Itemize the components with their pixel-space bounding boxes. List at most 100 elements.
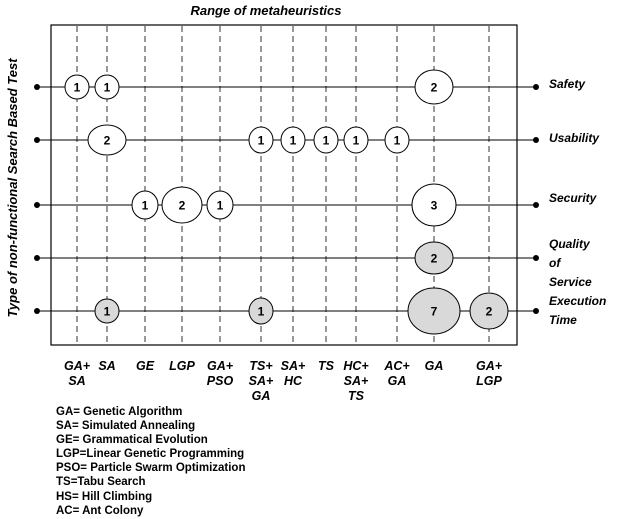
row-label-line: Execution: [549, 294, 606, 308]
category-label-line: LGP: [476, 374, 502, 388]
count-bubble: [94, 298, 120, 324]
category-label-line: TS+: [249, 359, 273, 373]
count-bubble-value: 1: [323, 133, 330, 147]
category-label-line: SA+: [281, 359, 306, 373]
legend-entry: LGP=Linear Genetic Programming: [56, 448, 245, 461]
row-label: Usability: [549, 131, 600, 145]
legend-entry: AC= Ant Colony: [56, 504, 144, 517]
count-bubble-value: 1: [74, 80, 81, 94]
row-start-dot: [34, 255, 40, 261]
category-label-line: GA: [252, 389, 271, 400]
count-bubble-value: 1: [394, 133, 401, 147]
row-label-line: Time: [549, 313, 577, 327]
row-usability: Usability 2 1 1 1 1 1: [34, 124, 600, 156]
category-label: SA: [98, 359, 115, 373]
legend-entry: GE= Grammatical Evolution: [56, 434, 208, 447]
category-label: SA+ HC: [281, 359, 306, 388]
row-end-dot: [533, 84, 539, 90]
row-label-line: Quality: [549, 237, 591, 251]
category-label-line: GA: [388, 374, 407, 388]
count-bubble: [131, 190, 159, 220]
category-label: GA+ SA: [64, 359, 91, 388]
count-bubble-value: 2: [179, 198, 186, 212]
category-label-line: GE: [136, 359, 155, 373]
count-bubble-value: 2: [486, 304, 493, 318]
count-bubble-value: 7: [431, 304, 438, 318]
category-label: TS: [318, 359, 335, 373]
row-execution-time: Execution Time 1 1 7 2: [34, 287, 606, 335]
row-start-dot: [34, 137, 40, 143]
category-label-line: GA+: [207, 359, 234, 373]
category-label: TS+ SA+ GA: [249, 359, 274, 400]
count-bubble-value: 2: [104, 133, 111, 147]
category-label-line: HC+: [343, 359, 369, 373]
legend-entry: PSO= Particle Swarm Optimization: [56, 462, 246, 475]
row-end-dot: [533, 202, 539, 208]
count-bubble: [414, 241, 454, 275]
category-label-line: SA+: [344, 374, 369, 388]
count-bubble-value: 3: [431, 198, 438, 212]
row-end-dot: [533, 137, 539, 143]
count-bubble: [414, 69, 454, 105]
legend-entry: GA= Genetic Algorithm: [56, 406, 183, 418]
y-axis-label: Type of non-functional Search Based Test: [5, 58, 20, 318]
row-label-line: Service: [549, 275, 592, 289]
count-bubble: [407, 287, 461, 335]
row-safety: Safety 1 1 2: [34, 69, 586, 105]
count-bubble-value: 1: [353, 133, 360, 147]
row-end-dot: [533, 308, 539, 314]
category-label-line: GA+: [476, 359, 503, 373]
count-bubble-value: 2: [431, 251, 438, 265]
count-bubble: [94, 74, 120, 100]
row-label-line: Usability: [549, 131, 600, 145]
row-label: Execution Time: [549, 294, 606, 327]
category-label: GA+ PSO: [207, 359, 234, 388]
count-bubble: [64, 74, 90, 100]
row-quality-of-service: Quality of Service 2: [34, 237, 592, 289]
category-label: HC+ SA+ TS: [343, 359, 369, 400]
category-label: GA+ LGP: [476, 359, 503, 388]
category-label-line: SA: [98, 359, 115, 373]
row-label-line: Safety: [549, 77, 586, 91]
count-bubble-value: 1: [142, 198, 149, 212]
category-label: AC+ GA: [383, 359, 410, 388]
legend-entry: SA= Simulated Annealing: [56, 420, 196, 433]
row-label-line: Security: [549, 191, 598, 205]
category-label-line: SA+: [249, 374, 274, 388]
count-bubble-value: 1: [258, 133, 265, 147]
row-security: Security 1 2 1 3: [34, 183, 598, 227]
metaheuristics-bubble-diagram: Range of metaheuristics Type of non-func…: [5, 3, 606, 400]
category-label-line: GA+: [64, 359, 91, 373]
row-start-dot: [34, 202, 40, 208]
category-label: LGP: [169, 359, 195, 373]
count-bubble-value: 1: [217, 198, 224, 212]
category-label-line: LGP: [169, 359, 195, 373]
category-label: GE: [136, 359, 155, 373]
abbreviation-legend: GA= Genetic Algorithm SA= Simulated Annea…: [56, 405, 246, 518]
diagram-title: Range of metaheuristics: [191, 3, 342, 18]
count-bubble: [280, 126, 306, 154]
count-bubble: [411, 183, 457, 227]
test-type-rows: Safety 1 1 2 Usability 2 1 1 1 1 1 Security 1 2 1 3 Qual…: [34, 69, 606, 335]
count-bubble: [248, 297, 274, 325]
category-label-line: HC: [284, 374, 303, 388]
count-bubble-value: 1: [104, 80, 111, 94]
count-bubble: [87, 124, 127, 156]
category-label-line: TS: [348, 389, 365, 400]
plot-frame: [50, 24, 518, 346]
count-bubble: [161, 186, 203, 224]
row-label: Safety: [549, 77, 586, 91]
count-bubble-value: 1: [104, 304, 111, 318]
count-bubble: [313, 126, 339, 154]
legend-entry: HS= Hill Climbing: [56, 490, 153, 503]
count-bubble: [343, 126, 369, 154]
legend-entry: TS=Tabu Search: [56, 476, 146, 489]
category-label-line: TS: [318, 359, 335, 373]
row-label: Security: [549, 191, 598, 205]
count-bubble: [469, 292, 509, 330]
row-end-dot: [533, 255, 539, 261]
category-label: GA: [425, 359, 444, 373]
count-bubble: [206, 190, 234, 220]
category-label-line: PSO: [207, 374, 234, 388]
